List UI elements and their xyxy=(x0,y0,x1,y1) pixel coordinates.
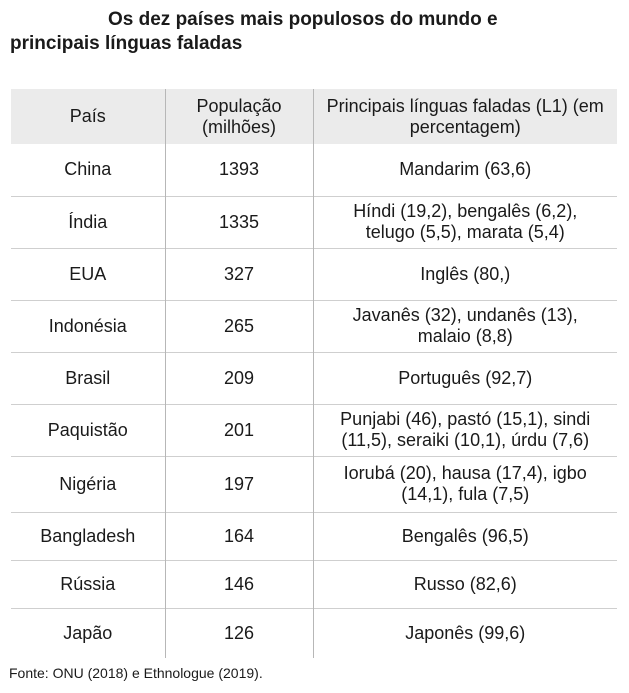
table-row: China 1393 Mandarim (63,6) xyxy=(11,144,617,196)
table-row: Nigéria 197 Iorubá (20), hausa (17,4), i… xyxy=(11,456,617,512)
population-cell: 209 xyxy=(164,352,313,404)
population-cell: 197 xyxy=(164,456,313,512)
table-row: Japão 126 Japonês (99,6) xyxy=(11,608,617,658)
country-cell: Bangladesh xyxy=(40,525,136,546)
languages-cell: Japonês (99,6) xyxy=(405,622,526,643)
page-title: Os dez países mais populosos do mundo e … xyxy=(10,8,610,56)
country-cell: Japão xyxy=(63,622,113,643)
languages-cell: Bengalês (96,5) xyxy=(401,525,529,546)
country-cell: China xyxy=(64,159,112,180)
country-cell: Brasil xyxy=(65,367,111,388)
population-cell: 327 xyxy=(164,248,313,300)
population-cell: 201 xyxy=(164,404,313,456)
table-row: Paquistão 201 Punjabi (46), pastó (15,1)… xyxy=(11,404,617,456)
languages-cell: Inglês (80,) xyxy=(420,263,511,284)
table-row: EUA 327 Inglês (80,) xyxy=(11,248,617,300)
population-cell: 146 xyxy=(164,560,313,608)
population-cell: 1393 xyxy=(164,144,313,196)
population-cell: 265 xyxy=(164,300,313,352)
country-cell: Nigéria xyxy=(59,473,117,494)
table-header-row: País População (milhões) Principais líng… xyxy=(11,89,617,144)
languages-cell: Mandarim (63,6) xyxy=(399,159,532,180)
languages-cell: Russo (82,6) xyxy=(413,573,517,594)
title-line-2: principais línguas faladas xyxy=(10,33,243,54)
country-cell: Paquistão xyxy=(47,419,128,440)
country-cell: EUA xyxy=(69,263,107,284)
languages-cell: Híndi (19,2), bengalês (6,2), telugo (5,… xyxy=(353,201,578,242)
country-cell: Indonésia xyxy=(48,315,127,336)
languages-cell: Português (92,7) xyxy=(398,367,533,388)
table-row: Rússia 146 Russo (82,6) xyxy=(11,560,617,608)
country-cell: Índia xyxy=(68,211,108,232)
table-row: Brasil 209 Português (92,7) xyxy=(11,352,617,404)
population-cell: 1335 xyxy=(164,196,313,248)
table-row: Índia 1335 Híndi (19,2), bengalês (6,2),… xyxy=(11,196,617,248)
population-table: País População (milhões) Principais líng… xyxy=(11,89,617,658)
header-languages: Principais línguas faladas (L1) (em perc… xyxy=(312,89,617,144)
country-cell: Rússia xyxy=(60,573,116,594)
languages-cell: Punjabi (46), pastó (15,1), sindi (11,5)… xyxy=(340,409,591,450)
header-population: População (milhões) xyxy=(164,89,313,144)
table-row: Indonésia 265 Javanês (32), undanês (13)… xyxy=(11,300,617,352)
table-row: Bangladesh 164 Bengalês (96,5) xyxy=(11,512,617,560)
languages-cell: Javanês (32), undanês (13), malaio (8,8) xyxy=(352,305,578,346)
population-cell: 164 xyxy=(164,512,313,560)
header-country: País xyxy=(11,89,165,144)
languages-cell: Iorubá (20), hausa (17,4), igbo (14,1), … xyxy=(343,463,587,504)
source-note: Fonte: ONU (2018) e Ethnologue (2019). xyxy=(9,665,263,681)
title-line-1: Os dez países mais populosos do mundo e xyxy=(108,9,498,30)
population-cell: 126 xyxy=(164,608,313,658)
